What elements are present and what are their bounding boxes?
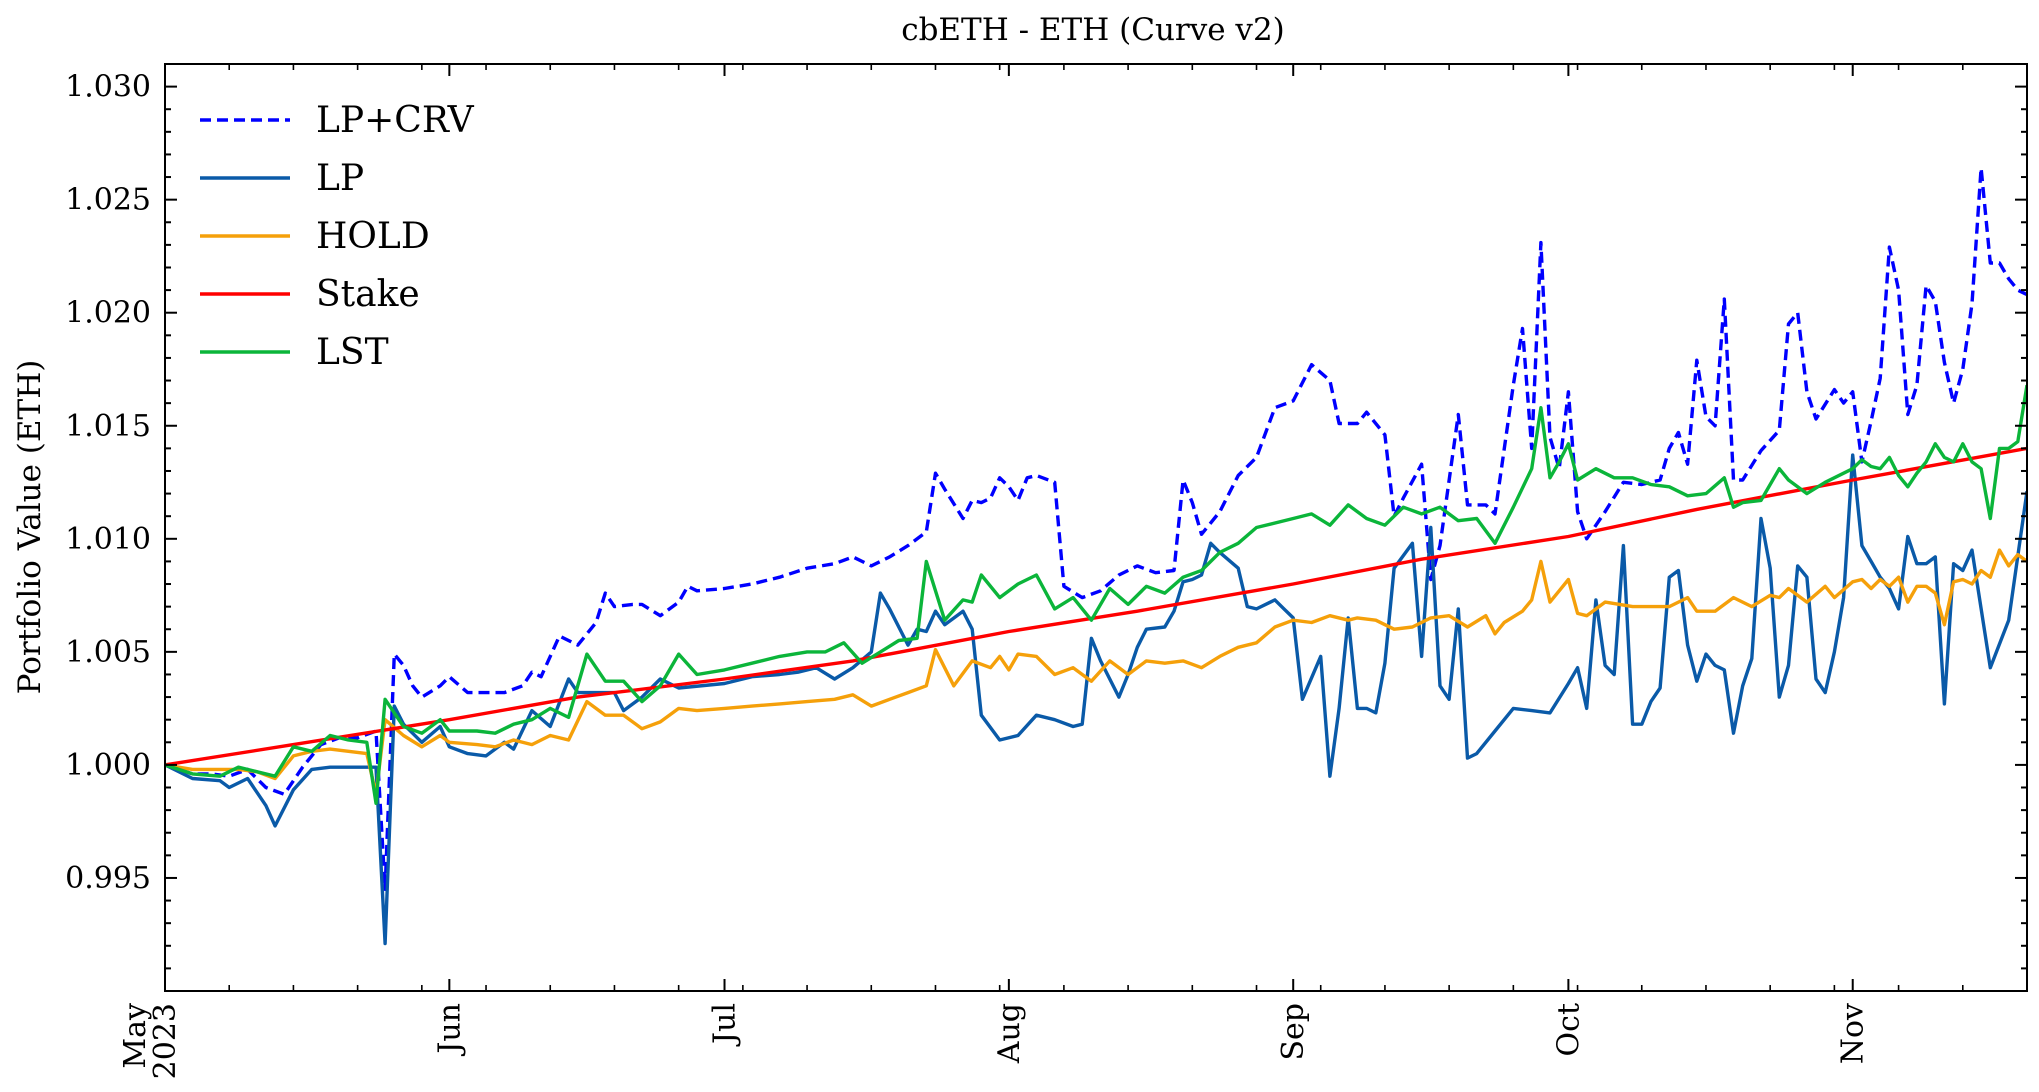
- y-tick-label: 1.000: [65, 748, 151, 783]
- y-tick-label: 1.025: [65, 183, 151, 218]
- legend-label: Stake: [316, 274, 420, 315]
- x-tick-label: 2023: [148, 1003, 183, 1079]
- x-tick-label: Jun: [432, 1003, 467, 1057]
- x-tick-label: May: [118, 1003, 153, 1069]
- series-line-lp: [165, 453, 2027, 946]
- y-tick-label: 1.005: [65, 635, 151, 670]
- plot-area: [165, 166, 2027, 946]
- plot-frame: [164, 63, 2028, 992]
- legend-label: LP+CRV: [316, 100, 475, 141]
- y-tick-label: 0.995: [65, 861, 151, 896]
- series-line-lp-crv: [165, 166, 2027, 891]
- series-line-lst: [165, 384, 2027, 805]
- legend-label: LP: [316, 158, 364, 199]
- legend-label: LST: [316, 332, 389, 373]
- x-tick-label: Aug: [992, 1003, 1027, 1064]
- x-tick-label: Oct: [1551, 1003, 1586, 1056]
- chart-title: cbETH - ETH (Curve v2): [901, 12, 1285, 48]
- x-tick-label: Sep: [1276, 1003, 1311, 1061]
- series-line-stake: [165, 446, 2027, 767]
- y-tick-label: 1.015: [65, 409, 151, 444]
- x-tick-label: Nov: [1836, 1003, 1871, 1064]
- axes: 0.995 1.000 1.005 1.010 1.015 1.020 1.025 1.030…: [65, 63, 2028, 1079]
- y-tick-label: 1.020: [65, 296, 151, 331]
- x-tick-label: Jul: [708, 1003, 743, 1047]
- y-tick-label: 1.010: [65, 522, 151, 557]
- series-line-hold: [165, 548, 2027, 796]
- y-axis-label: Portfolio Value (ETH): [12, 360, 48, 695]
- legend: LP+CRV LP HOLD Stake LST: [200, 100, 475, 373]
- legend-label: HOLD: [316, 216, 430, 257]
- y-tick-label: 1.030: [65, 70, 151, 105]
